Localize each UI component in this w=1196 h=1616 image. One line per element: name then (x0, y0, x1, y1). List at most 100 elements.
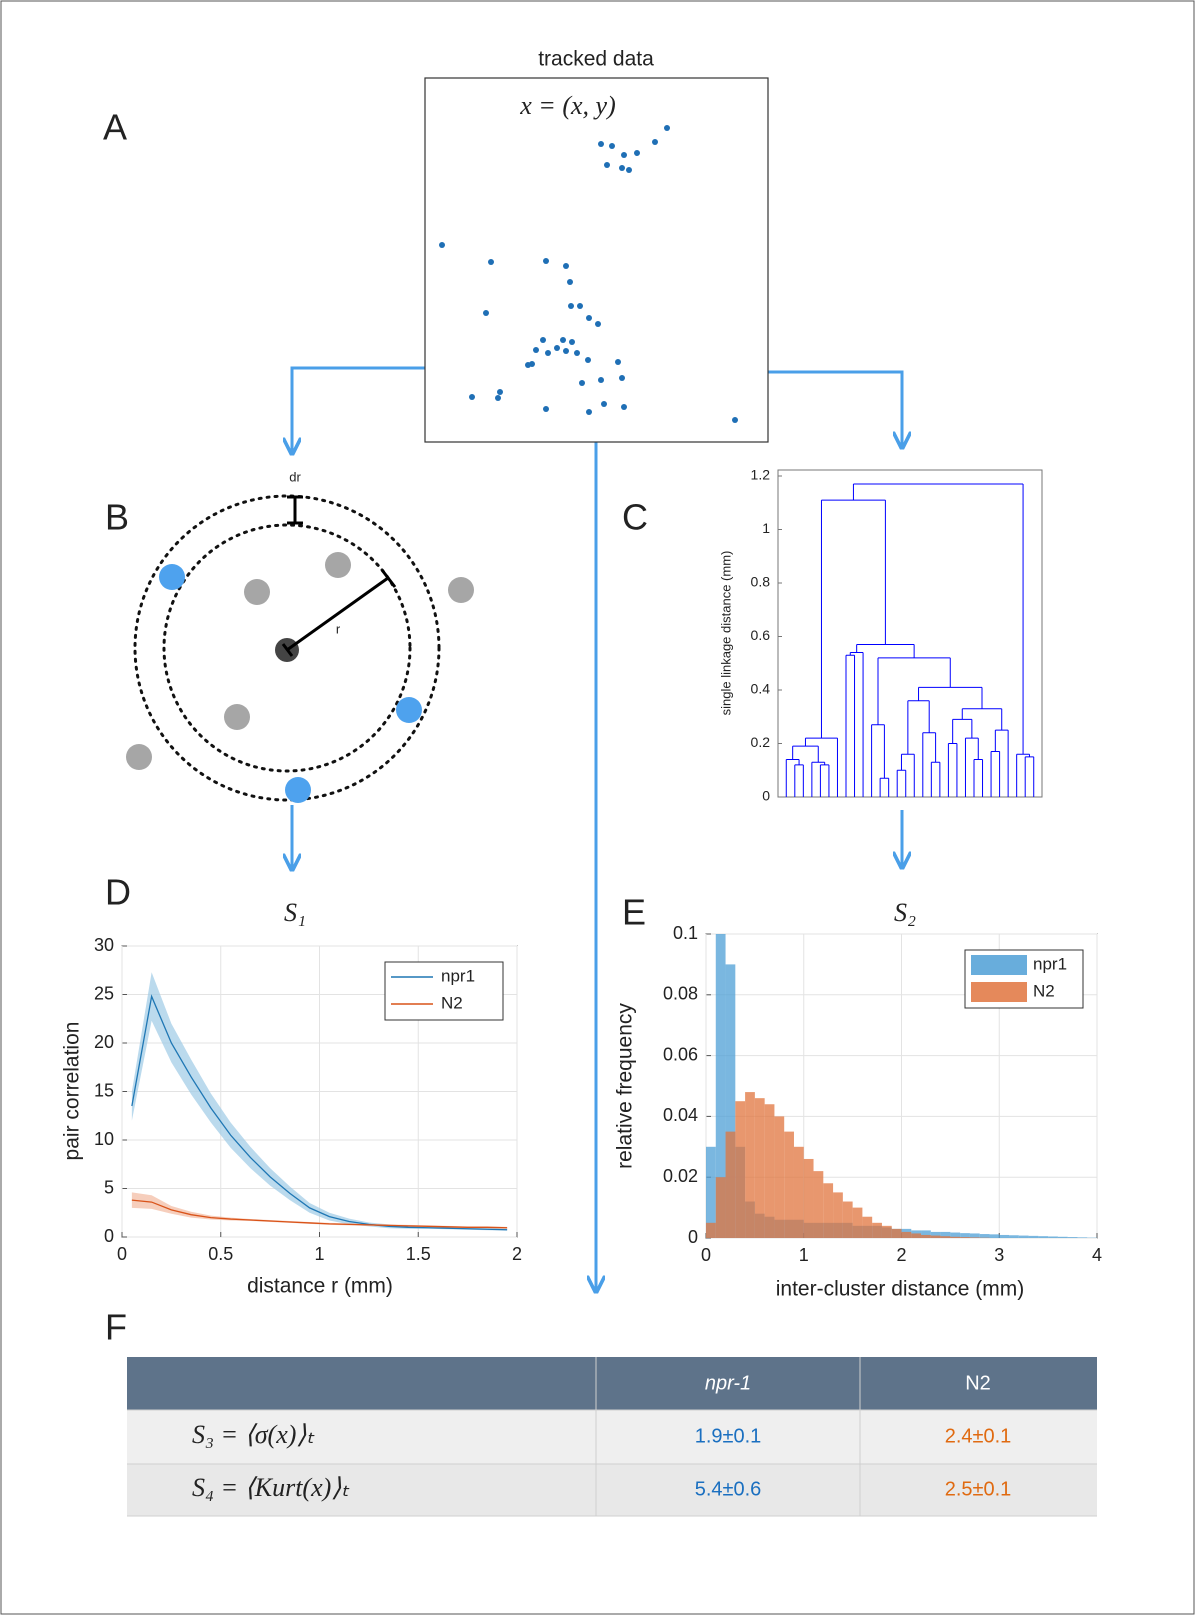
dendrogram-link (947, 743, 958, 797)
table (127, 1357, 1097, 1517)
point (586, 315, 592, 321)
chart-title: S₂ (894, 898, 916, 927)
point (563, 263, 569, 269)
bar (813, 1171, 824, 1238)
y-tick-label: 0 (104, 1226, 114, 1246)
chart-title: S₁ (284, 898, 306, 927)
y-tick-label: 0.04 (663, 1105, 698, 1125)
x-tick-label: 0 (117, 1244, 127, 1264)
panel-label: D (105, 872, 131, 913)
bar (911, 1233, 922, 1238)
point (652, 139, 658, 145)
y-tick-label: 0.02 (663, 1166, 698, 1186)
bar (745, 1092, 755, 1238)
point (595, 321, 601, 327)
y-tick-label: 0.06 (663, 1044, 698, 1064)
line (131, 994, 508, 1231)
point (619, 165, 625, 171)
x-tick-label: 0 (701, 1245, 711, 1265)
bar (989, 1234, 1000, 1238)
legend-swatch (971, 982, 1027, 1002)
point (664, 125, 670, 131)
bar (960, 1237, 970, 1238)
bar (764, 1104, 775, 1238)
dendrogram-link (930, 761, 941, 797)
dendrogram-link (1016, 753, 1030, 797)
legend-label: N2 (441, 993, 463, 1012)
bar (979, 1234, 990, 1238)
legend-label: npr1 (441, 966, 475, 985)
y-tick-label: 1 (762, 520, 770, 536)
point (439, 242, 445, 248)
y-tick-label: 0.1 (673, 923, 698, 943)
point (579, 380, 585, 386)
dendrogram-link (896, 769, 907, 797)
point (609, 143, 615, 149)
dendrogram-link (994, 729, 1009, 797)
panel-label: A (103, 107, 127, 148)
dendrogram-link (952, 718, 973, 744)
bar (862, 1216, 873, 1238)
bar (833, 1192, 843, 1238)
point (545, 350, 551, 356)
bars (706, 934, 1097, 1238)
diagram-label: r (336, 621, 341, 636)
point (533, 347, 539, 353)
legend-label: N2 (1033, 981, 1055, 1000)
bar (930, 1231, 941, 1238)
y-tick-label: 0.8 (751, 574, 771, 590)
bar (930, 1235, 941, 1238)
point (586, 409, 592, 415)
y-tick-label: 0 (688, 1227, 698, 1247)
y-tick-label: 10 (94, 1129, 114, 1149)
dendrogram-link (845, 654, 856, 797)
table-cell: 1.9±0.1 (695, 1425, 762, 1447)
bar (969, 1237, 980, 1238)
point (525, 362, 531, 368)
y-axis-label: pair correlation (61, 1022, 84, 1161)
dendrogram-link (856, 644, 915, 658)
x-tick-label: 0.5 (208, 1244, 233, 1264)
y-tick-label: 15 (94, 1080, 114, 1100)
bar (950, 1232, 961, 1238)
y-tick-label: 1.2 (751, 467, 771, 483)
point (604, 162, 610, 168)
table-header: npr-1 (705, 1372, 751, 1394)
bar (891, 1228, 902, 1238)
bar (852, 1207, 863, 1238)
point (563, 348, 569, 354)
bar (715, 934, 726, 1238)
dendrogram-link (879, 777, 890, 797)
bar (1028, 1235, 1039, 1238)
bar (793, 1146, 804, 1238)
bar (735, 1101, 746, 1238)
dendrogram-link (871, 724, 885, 797)
bar (706, 1146, 716, 1238)
y-tick-label: 30 (94, 935, 114, 955)
arrows (292, 366, 902, 1290)
point (634, 150, 640, 156)
bar (774, 1116, 785, 1238)
table-cell: 2.5±0.1 (945, 1478, 1012, 1500)
bar (960, 1233, 970, 1238)
x-tick-label: 2 (896, 1245, 906, 1265)
panel-label: E (622, 892, 646, 933)
bar (1038, 1236, 1049, 1238)
dendrogram-link (820, 499, 886, 739)
annotation: x = (x, y) (519, 91, 615, 120)
y-tick-label: 5 (104, 1177, 114, 1197)
row-label: S₄ = ⟨Kurt(x)⟩ₜ (192, 1473, 350, 1502)
bar (1067, 1237, 1078, 1238)
point (554, 345, 560, 351)
y-tick-label: 0 (762, 788, 770, 804)
dendrogram-link (990, 751, 1001, 797)
dendrogram-link (794, 764, 804, 797)
bar (715, 1177, 726, 1238)
bar (1057, 1236, 1068, 1238)
bar (706, 1222, 716, 1238)
table-cell: 5.4±0.6 (695, 1478, 762, 1500)
point (540, 337, 546, 343)
bar (901, 1231, 912, 1238)
table-cell: 2.4±0.1 (945, 1425, 1012, 1447)
